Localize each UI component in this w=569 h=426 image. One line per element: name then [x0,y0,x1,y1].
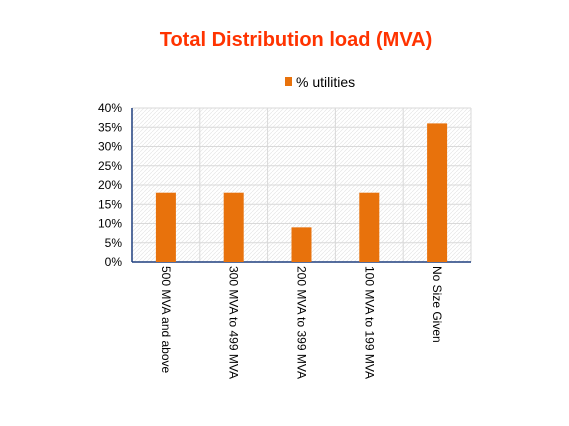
y-tick-label: 35% [98,120,122,134]
legend-label: % utilities [296,74,355,90]
y-tick-label: 0% [105,255,123,269]
bar [359,192,380,262]
y-tick-label: 40% [98,101,122,115]
x-tick-label: 100 MVA to 199 MVA [362,266,376,379]
y-tick-label: 15% [98,197,122,211]
bar [223,192,244,262]
x-tick-label: No Size Given [430,266,444,343]
x-tick-label: 300 MVA to 499 MVA [227,266,241,379]
y-tick-label: 30% [98,140,122,154]
x-tick-label: 200 MVA to 399 MVA [295,266,309,379]
bar [155,192,176,262]
y-tick-label: 10% [98,217,122,231]
plot-area: 0% 5% 10% 15% 20% 25% 30% 35% 40% 500 MVA and abo… [98,101,472,379]
y-tick-label: 5% [105,236,123,250]
bar [427,123,448,263]
chart-title: Total Distribution load (MVA) [160,29,433,51]
legend: % utilities [285,74,355,90]
bar [291,227,312,262]
x-tick-label: 500 MVA and above [159,266,173,374]
legend-swatch [285,77,292,86]
y-tick-label: 25% [98,159,122,173]
y-tick-label: 20% [98,178,122,192]
